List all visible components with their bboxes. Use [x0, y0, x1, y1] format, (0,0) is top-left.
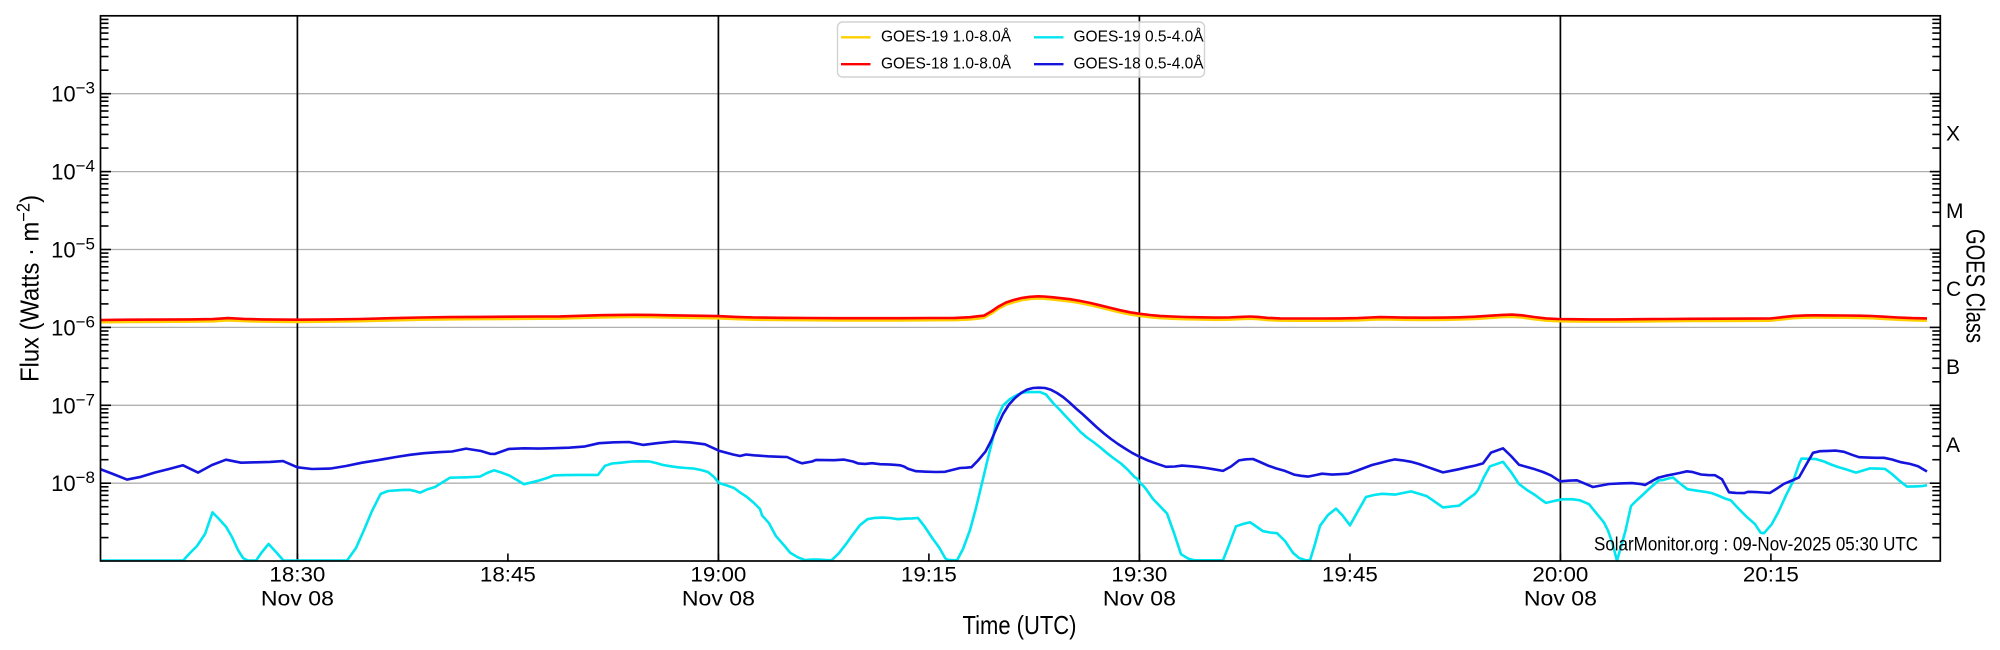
svg-text:20:15: 20:15: [1743, 564, 1799, 587]
svg-text:A: A: [1946, 434, 1960, 457]
svg-text:20:00: 20:00: [1532, 564, 1588, 587]
svg-text:19:15: 19:15: [901, 564, 957, 587]
svg-text:Time (UTC): Time (UTC): [963, 610, 1077, 640]
svg-text:GOES-19 0.5-4.0Å: GOES-19 0.5-4.0Å: [1074, 29, 1205, 46]
svg-text:19:30: 19:30: [1111, 564, 1167, 587]
svg-text:SolarMonitor.org : 09-Nov-2025: SolarMonitor.org : 09-Nov-2025 05:30 UTC: [1594, 535, 1918, 556]
svg-text:Flux (Watts · m−2​): Flux (Watts · m−2​): [14, 195, 45, 382]
svg-text:10−7: 10−7: [51, 390, 95, 418]
svg-text:C: C: [1946, 278, 1961, 301]
svg-text:Nov 08: Nov 08: [1103, 588, 1176, 611]
svg-text:M: M: [1946, 200, 1964, 223]
svg-text:19:45: 19:45: [1322, 564, 1378, 587]
svg-text:19:00: 19:00: [690, 564, 746, 587]
svg-text:Nov 08: Nov 08: [1524, 588, 1597, 611]
svg-text:Nov 08: Nov 08: [682, 588, 755, 611]
svg-text:18:45: 18:45: [480, 564, 536, 587]
svg-text:18:30: 18:30: [269, 564, 325, 587]
svg-text:GOES-18 1.0-8.0Å: GOES-18 1.0-8.0Å: [881, 55, 1012, 72]
svg-text:GOES-18 0.5-4.0Å: GOES-18 0.5-4.0Å: [1074, 55, 1205, 72]
svg-text:X: X: [1946, 122, 1960, 145]
svg-text:GOES-19 1.0-8.0Å: GOES-19 1.0-8.0Å: [881, 29, 1012, 46]
svg-text:GOES Class: GOES Class: [1961, 229, 1991, 343]
svg-text:B: B: [1946, 356, 1960, 379]
svg-text:Nov 08: Nov 08: [261, 588, 334, 611]
